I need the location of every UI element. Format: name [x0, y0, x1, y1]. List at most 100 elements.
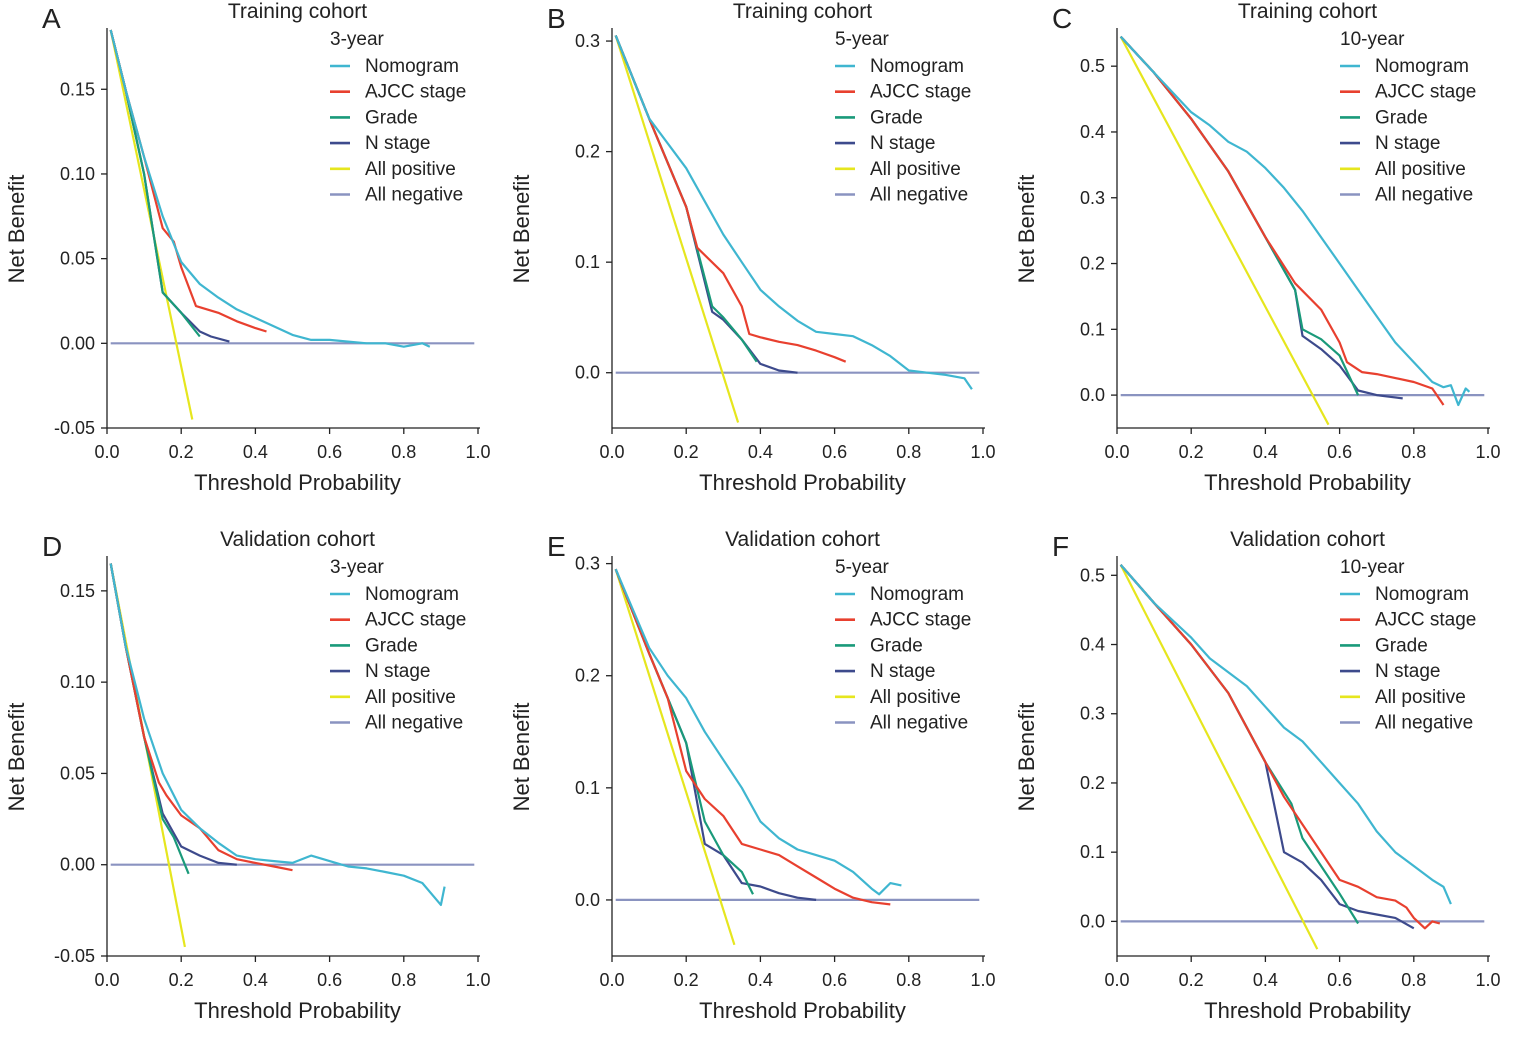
x-tick-label: 0.6: [822, 442, 847, 462]
y-tick-label: 0.00: [60, 333, 95, 353]
y-axis-label: Net Benefit: [4, 175, 29, 284]
x-tick-label: 0.2: [1179, 442, 1204, 462]
series-line-all-positive: [1119, 36, 1330, 426]
legend-item-grade: Grade: [870, 107, 923, 128]
legend-item-ajcc-stage: AJCC stage: [1375, 82, 1476, 103]
series-line-nomogram: [614, 568, 902, 896]
series-line-ajcc-stage: [1119, 35, 1445, 406]
legend-item-nomogram: Nomogram: [1375, 584, 1469, 605]
y-tick-label: 0.3: [1080, 704, 1105, 724]
series-line-grade: [1119, 564, 1360, 925]
x-tick-label: 1.0: [1475, 970, 1500, 990]
series-line-ajcc-stage: [1119, 564, 1441, 930]
chart-title: Training cohort: [228, 0, 367, 23]
x-tick-label: 0.8: [896, 442, 921, 462]
x-tick-label: 0.8: [896, 970, 921, 990]
x-tick-label: 0.8: [1401, 442, 1426, 462]
legend-item-all-positive: All positive: [365, 159, 456, 180]
x-tick-label: 0.6: [1327, 442, 1352, 462]
x-tick-label: 0.2: [1179, 970, 1204, 990]
x-axis-label: Threshold Probability: [194, 470, 401, 495]
y-tick-label: -0.05: [54, 418, 95, 438]
x-tick-label: 0.8: [1401, 970, 1426, 990]
x-tick-label: 0.6: [1327, 970, 1352, 990]
y-tick-label: 0.4: [1080, 122, 1105, 142]
x-tick-label: 0.4: [748, 970, 773, 990]
x-tick-label: 1.0: [465, 442, 490, 462]
x-tick-label: 0.0: [1104, 442, 1129, 462]
legend-item-all-negative: All negative: [870, 713, 968, 734]
legend-item-nomogram: Nomogram: [870, 56, 964, 77]
panel-e: E Validation cohort 0.0 0.2 0.4 0.6 0.8 1.0 0.0 0…: [509, 528, 996, 1023]
x-tick-label: 0.4: [243, 970, 268, 990]
x-tick-label: 0.4: [748, 442, 773, 462]
legend-item-ajcc-stage: AJCC stage: [365, 610, 466, 631]
series-line-grade: [614, 35, 758, 363]
legend-item-all-positive: All positive: [870, 159, 961, 180]
legend-title: 3-year: [330, 29, 385, 50]
panel-d: D Validation cohort 0.0 0.2 0.4 0.6 0.8 1.0 -0.0…: [4, 528, 491, 1023]
series-line-ajcc-stage: [109, 29, 267, 333]
legend-item-ajcc-stage: AJCC stage: [365, 82, 466, 103]
legend-item-nomogram: Nomogram: [1375, 56, 1469, 77]
panel-a: A Training cohort 0.0 0.2 0.4 0.6 0.8 1.0 -0.05 0…: [4, 0, 491, 495]
legend-item-n-stage: N stage: [1375, 661, 1440, 682]
series-line-n-stage: [109, 29, 230, 343]
x-tick-label: 0.2: [674, 970, 699, 990]
y-tick-label: 0.2: [575, 666, 600, 686]
x-tick-label: 0.0: [599, 442, 624, 462]
y-axis-label: Net Benefit: [509, 175, 534, 284]
y-tick-label: 0.15: [60, 581, 95, 601]
y-tick-label: 0.3: [1080, 188, 1105, 208]
x-axis-label: Threshold Probability: [699, 470, 906, 495]
panel-c: C Training cohort 0.0 0.2 0.4 0.6 0.8 1.0 0.0 0.1…: [1014, 0, 1501, 495]
y-tick-label: 0.5: [1080, 56, 1105, 76]
legend-title: 5-year: [835, 29, 890, 50]
chart-title: Training cohort: [733, 0, 872, 23]
x-tick-label: 0.2: [674, 442, 699, 462]
x-tick-label: 0.8: [391, 970, 416, 990]
x-tick-label: 0.6: [822, 970, 847, 990]
legend-item-all-negative: All negative: [365, 185, 463, 206]
series-line-all-positive: [1119, 564, 1319, 950]
y-tick-label: -0.05: [54, 946, 95, 966]
y-tick-label: 0.1: [575, 252, 600, 272]
y-tick-label: 0.0: [575, 363, 600, 383]
y-tick-label: 0.5: [1080, 565, 1105, 585]
y-tick-label: 0.10: [60, 164, 95, 184]
x-axis-label: Threshold Probability: [1204, 470, 1411, 495]
y-tick-label: 0.05: [60, 249, 95, 269]
y-tick-label: 0.3: [575, 31, 600, 51]
series-line-ajcc-stage: [109, 563, 293, 872]
y-axis-label: Net Benefit: [509, 703, 534, 812]
y-tick-label: 0.3: [575, 554, 600, 574]
panel-letter: D: [42, 531, 62, 562]
panel-f: F Validation cohort 0.0 0.2 0.4 0.6 0.8 1.0 0.0 0…: [1014, 528, 1501, 1023]
legend-item-all-negative: All negative: [1375, 713, 1473, 734]
y-tick-label: 0.0: [1080, 385, 1105, 405]
legend-item-ajcc-stage: AJCC stage: [870, 82, 971, 103]
y-tick-label: 0.4: [1080, 635, 1105, 655]
legend-item-all-negative: All negative: [870, 185, 968, 206]
legend-item-all-negative: All negative: [365, 713, 463, 734]
legend-item-nomogram: Nomogram: [365, 56, 459, 77]
legend-item-grade: Grade: [365, 635, 418, 656]
panel-letter: C: [1052, 3, 1072, 34]
series-line-nomogram: [109, 29, 431, 348]
series-line-n-stage: [614, 568, 817, 901]
y-tick-label: 0.1: [575, 778, 600, 798]
series-line-ajcc-stage: [614, 568, 891, 906]
y-tick-label: 0.10: [60, 672, 95, 692]
x-axis-label: Threshold Probability: [1204, 998, 1411, 1023]
legend-item-nomogram: Nomogram: [365, 584, 459, 605]
y-tick-label: 0.00: [60, 855, 95, 875]
legend-title: 5-year: [835, 557, 890, 578]
panel-b: B Training cohort 0.0 0.2 0.4 0.6 0.8 1.0 0.0 0.1…: [509, 0, 996, 495]
legend-item-grade: Grade: [1375, 107, 1428, 128]
chart-title: Validation cohort: [220, 528, 375, 551]
x-tick-label: 1.0: [465, 970, 490, 990]
legend-item-ajcc-stage: AJCC stage: [870, 610, 971, 631]
x-tick-label: 1.0: [970, 970, 995, 990]
series-line-ajcc-stage: [614, 35, 847, 363]
